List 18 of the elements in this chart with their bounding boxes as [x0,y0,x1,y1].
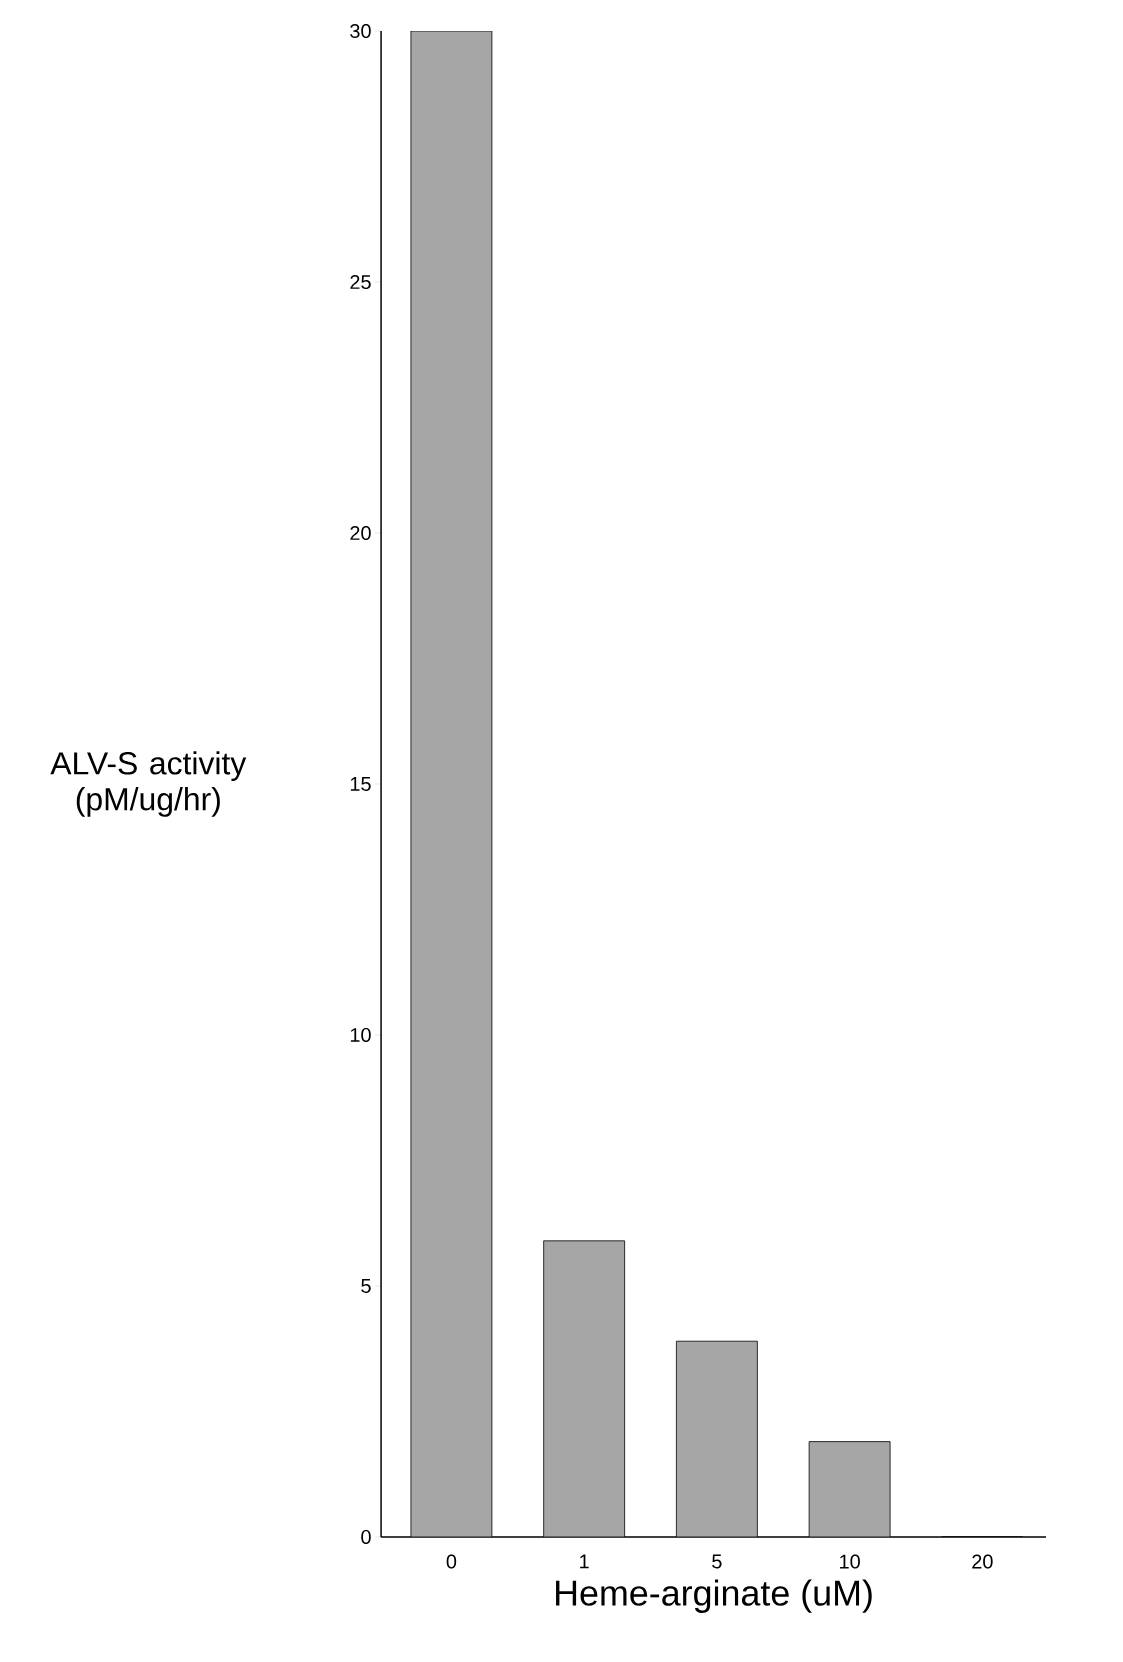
x-axis-title: Heme-arginate (uM) [555,1579,872,1613]
bar [675,1340,758,1537]
bar [410,31,493,1537]
y-tick-label: 20 [350,525,371,541]
y-tick-label: 15 [350,777,371,791]
y-tick-label: 25 [350,274,371,290]
y-tick-label: 10 [350,1027,371,1043]
y-tick-label: 0 [361,1529,371,1545]
y-tick-label: 5 [361,1279,371,1293]
x-tick-label: 10 [839,1554,860,1569]
y-axis-title: ALV-S activity (pM/ug/hr) [50,751,247,817]
y-tick-label: 30 [349,23,371,39]
bar [543,1240,625,1537]
x-tick-label: 0 [446,1554,456,1569]
x-tick-label: 5 [711,1554,722,1569]
x-tick-label: 20 [972,1554,993,1569]
bar [808,1441,891,1537]
x-tick-label: 1 [579,1554,589,1569]
